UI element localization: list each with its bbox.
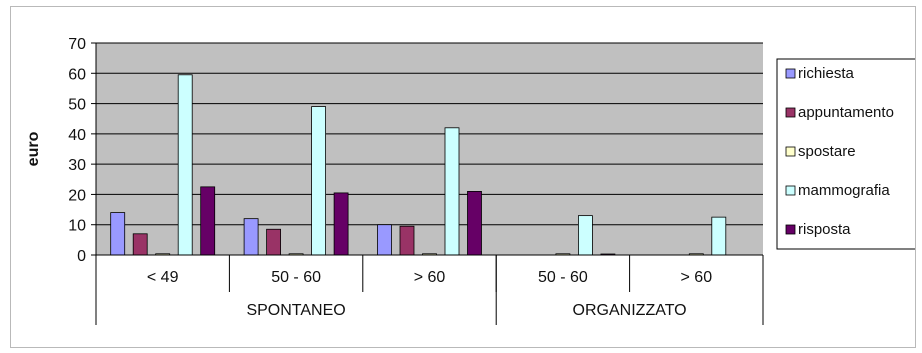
group-label: SPONTANEO	[246, 302, 345, 319]
bar-mammografia	[578, 215, 593, 256]
legend: richiesta appuntamento spostare mammografia…	[776, 58, 915, 250]
bar-risposta	[467, 190, 482, 256]
legend-label: richiesta	[798, 65, 855, 82]
bars	[110, 74, 727, 256]
x-tick-label: 50 - 60	[538, 269, 588, 286]
legend-swatch	[785, 107, 796, 118]
legend-swatch	[785, 224, 796, 235]
plot-area	[96, 43, 763, 255]
bar-appuntamento	[266, 228, 282, 256]
bar-richiesta	[110, 212, 126, 256]
y-axis-label: euro	[25, 131, 42, 166]
bar-richiesta	[377, 224, 392, 256]
bar-richiesta	[243, 218, 259, 256]
bar-mammografia	[444, 127, 460, 256]
bar-mammografia	[177, 74, 193, 256]
y-tick-label: 10	[68, 218, 86, 235]
bar-chart: 0 10 20 30 40 50 60 70 < 49 50 - 60 > 60 50 - 60 > …	[25, 36, 915, 325]
y-tick-label: 30	[68, 157, 86, 174]
x-tick-label: > 60	[681, 269, 713, 286]
chart-frame: 0 10 20 30 40 50 60 70 < 49 50 - 60 > 60 50 - 60 > …	[10, 6, 916, 348]
bar-mammografia	[711, 216, 727, 256]
legend-box	[776, 58, 915, 250]
bar-appuntamento	[132, 233, 148, 256]
bar-risposta	[333, 192, 349, 256]
x-tick-label: 50 - 60	[271, 269, 321, 286]
group-label: ORGANIZZATO	[573, 302, 687, 319]
legend-label: spostare	[798, 143, 856, 160]
legend-label: risposta	[798, 221, 851, 238]
bar-mammografia	[311, 106, 327, 256]
legend-label: appuntamento	[798, 104, 894, 121]
y-tick-label: 0	[77, 248, 86, 265]
bar-risposta	[200, 186, 216, 256]
y-tick-label: 50	[68, 97, 86, 114]
y-tick-label: 20	[68, 187, 86, 204]
y-tick-labels: 0 10 20 30 40 50 60 70	[68, 36, 86, 265]
x-tick-label: > 60	[414, 269, 446, 286]
y-tick-label: 60	[68, 66, 86, 83]
y-tick-label: 70	[68, 36, 86, 53]
legend-swatch	[785, 146, 796, 157]
bar-appuntamento	[399, 225, 415, 256]
y-tick-label: 40	[68, 127, 86, 144]
legend-label: mammografia	[798, 182, 890, 199]
legend-swatch	[785, 68, 796, 79]
legend-swatch	[785, 185, 796, 196]
axes	[95, 43, 764, 325]
x-category-labels: < 49 50 - 60 > 60 50 - 60 > 60 SPONTANEO ORGAN…	[147, 269, 712, 319]
x-tick-label: < 49	[147, 269, 179, 286]
